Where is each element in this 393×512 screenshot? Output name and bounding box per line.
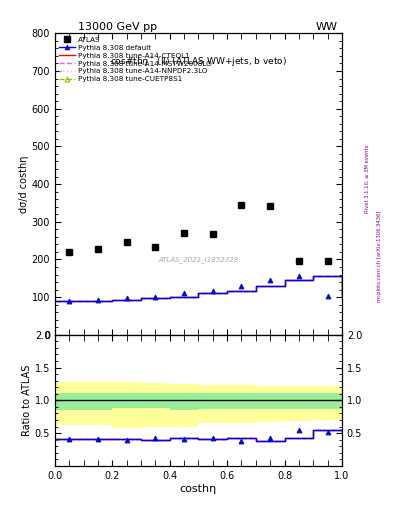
X-axis label: costhη: costhη — [180, 483, 217, 494]
Y-axis label: dσ/d costhη: dσ/d costhη — [19, 155, 29, 213]
Text: WW: WW — [316, 22, 338, 32]
Text: Rivet 3.1.10, ≥ 3M events: Rivet 3.1.10, ≥ 3M events — [365, 145, 370, 214]
Legend: ATLAS, Pythia 8.308 default, Pythia 8.308 tune-A14-CTEQL1, Pythia 8.308 tune-A14: ATLAS, Pythia 8.308 default, Pythia 8.30… — [57, 35, 213, 83]
Text: mcplots.cern.ch [arXiv:1306.3436]: mcplots.cern.ch [arXiv:1306.3436] — [377, 210, 382, 302]
Text: ATLAS_2021_I1852328: ATLAS_2021_I1852328 — [158, 256, 239, 263]
Y-axis label: Ratio to ATLAS: Ratio to ATLAS — [22, 365, 32, 436]
Text: 13000 GeV pp: 13000 GeV pp — [78, 22, 158, 32]
Text: cos#th$\eta^*$ (ll) (ATLAS WW+jets, b veto): cos#th$\eta^*$ (ll) (ATLAS WW+jets, b ve… — [110, 54, 287, 69]
